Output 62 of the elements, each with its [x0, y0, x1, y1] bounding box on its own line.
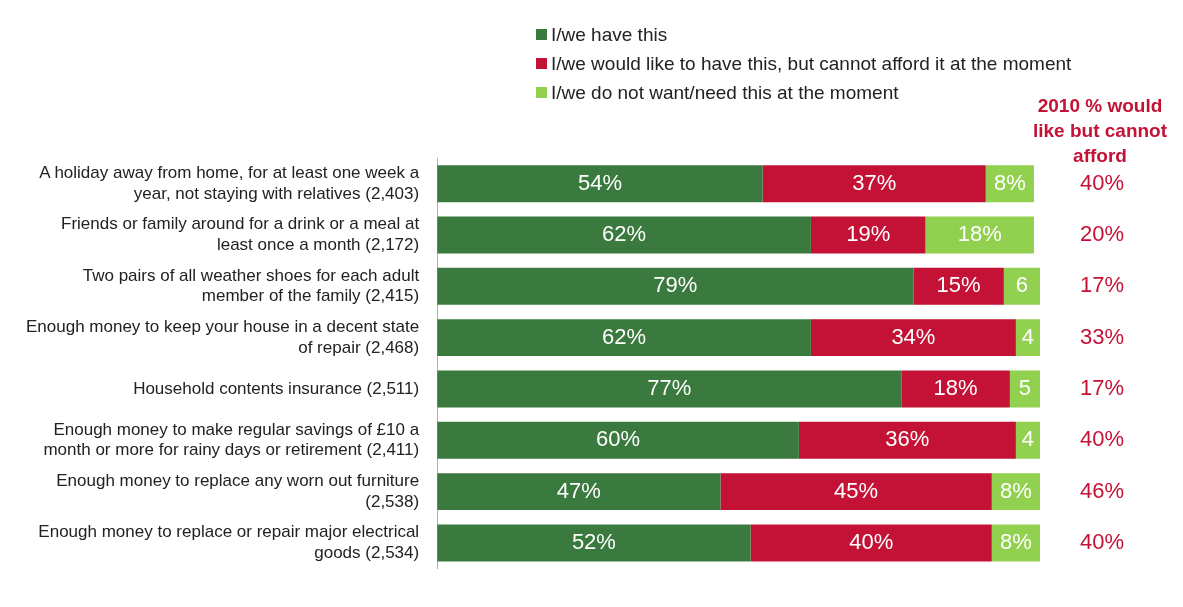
- legend-label: I/we have this: [551, 23, 668, 46]
- bar: [437, 165, 763, 203]
- data-label: 8%: [999, 529, 1032, 554]
- text: 40%: [1079, 529, 1125, 554]
- data-label: 40%: [849, 529, 894, 554]
- bar: [750, 524, 992, 562]
- data-label: 4: [1021, 426, 1035, 452]
- y-tick-label: A holiday away from home, for at least one week a year, not staying with relatives (2,403): [39, 163, 420, 203]
- bar: [437, 524, 751, 562]
- bar: [437, 473, 721, 511]
- y-tick-label: Friends or family around for a drink or a meal at least once a month (2,172): [61, 214, 420, 254]
- data-label: 77%: [647, 375, 692, 401]
- text: 40%: [1079, 169, 1125, 195]
- data-label: 54%: [577, 169, 622, 195]
- data-label: 62%: [602, 323, 647, 349]
- data-label: 60%: [595, 426, 641, 452]
- data-label: 45%: [834, 477, 879, 503]
- bar: [798, 421, 1016, 459]
- bar: [437, 216, 811, 254]
- bar: [762, 165, 986, 203]
- data-label: 8%: [999, 477, 1032, 503]
- data-label: 19%: [846, 221, 891, 247]
- data-label: 18%: [957, 221, 1002, 247]
- bar: [1003, 267, 1040, 305]
- text: 20%: [1079, 221, 1125, 247]
- y-tick-label: Enough money to replace any worn out furniture (2,538): [56, 471, 420, 511]
- data-label: 37%: [852, 169, 897, 195]
- bar: [913, 267, 1004, 305]
- y-tick-label: Two pairs of all weather shoes for each adult member of the family (2,415): [82, 265, 420, 306]
- data-label: 47%: [556, 477, 601, 503]
- bar: [1009, 370, 1040, 408]
- data-label: 15%: [936, 272, 981, 298]
- data-label: 18%: [933, 375, 978, 401]
- y-tick-label: Enough money to make regular savings of £10 a month or more for rainy days or retirement (2,411): [43, 419, 420, 460]
- bar: [437, 370, 902, 408]
- data-label: 34%: [891, 323, 936, 349]
- y-tick-label: Household contents insurance (2,511): [133, 378, 420, 398]
- data-label: 36%: [885, 426, 930, 452]
- text: 33%: [1079, 323, 1125, 349]
- bar: [810, 319, 1016, 357]
- data-label: 6: [1015, 272, 1029, 298]
- bar: [720, 473, 992, 511]
- data-label: 8%: [993, 169, 1026, 195]
- y-tick-label: Enough money to replace or repair major electrical goods (2,534): [38, 522, 420, 562]
- data-label: 79%: [653, 272, 698, 298]
- y-tick-label: Enough money to keep your house in a decent state of repair (2,468): [25, 317, 420, 357]
- text: 46%: [1079, 477, 1125, 503]
- text: 40%: [1079, 426, 1125, 452]
- bar: [901, 370, 1010, 408]
- bar: [437, 319, 811, 357]
- bar: [437, 421, 799, 459]
- text: 17%: [1079, 272, 1125, 298]
- bar: [925, 216, 1034, 254]
- text: 17%: [1079, 375, 1125, 401]
- data-label: 62%: [602, 221, 647, 247]
- bar: [437, 267, 914, 305]
- legend-label: I/we would like to have this, but cannot afford it at the moment: [551, 52, 1072, 75]
- data-label: 52%: [571, 529, 616, 554]
- annotation: 2010 % would like but cannot afford: [1031, 94, 1169, 168]
- data-label: 5: [1018, 375, 1032, 401]
- legend-label: I/we do not want/need this at the moment: [551, 81, 899, 104]
- data-label: 4: [1021, 323, 1035, 349]
